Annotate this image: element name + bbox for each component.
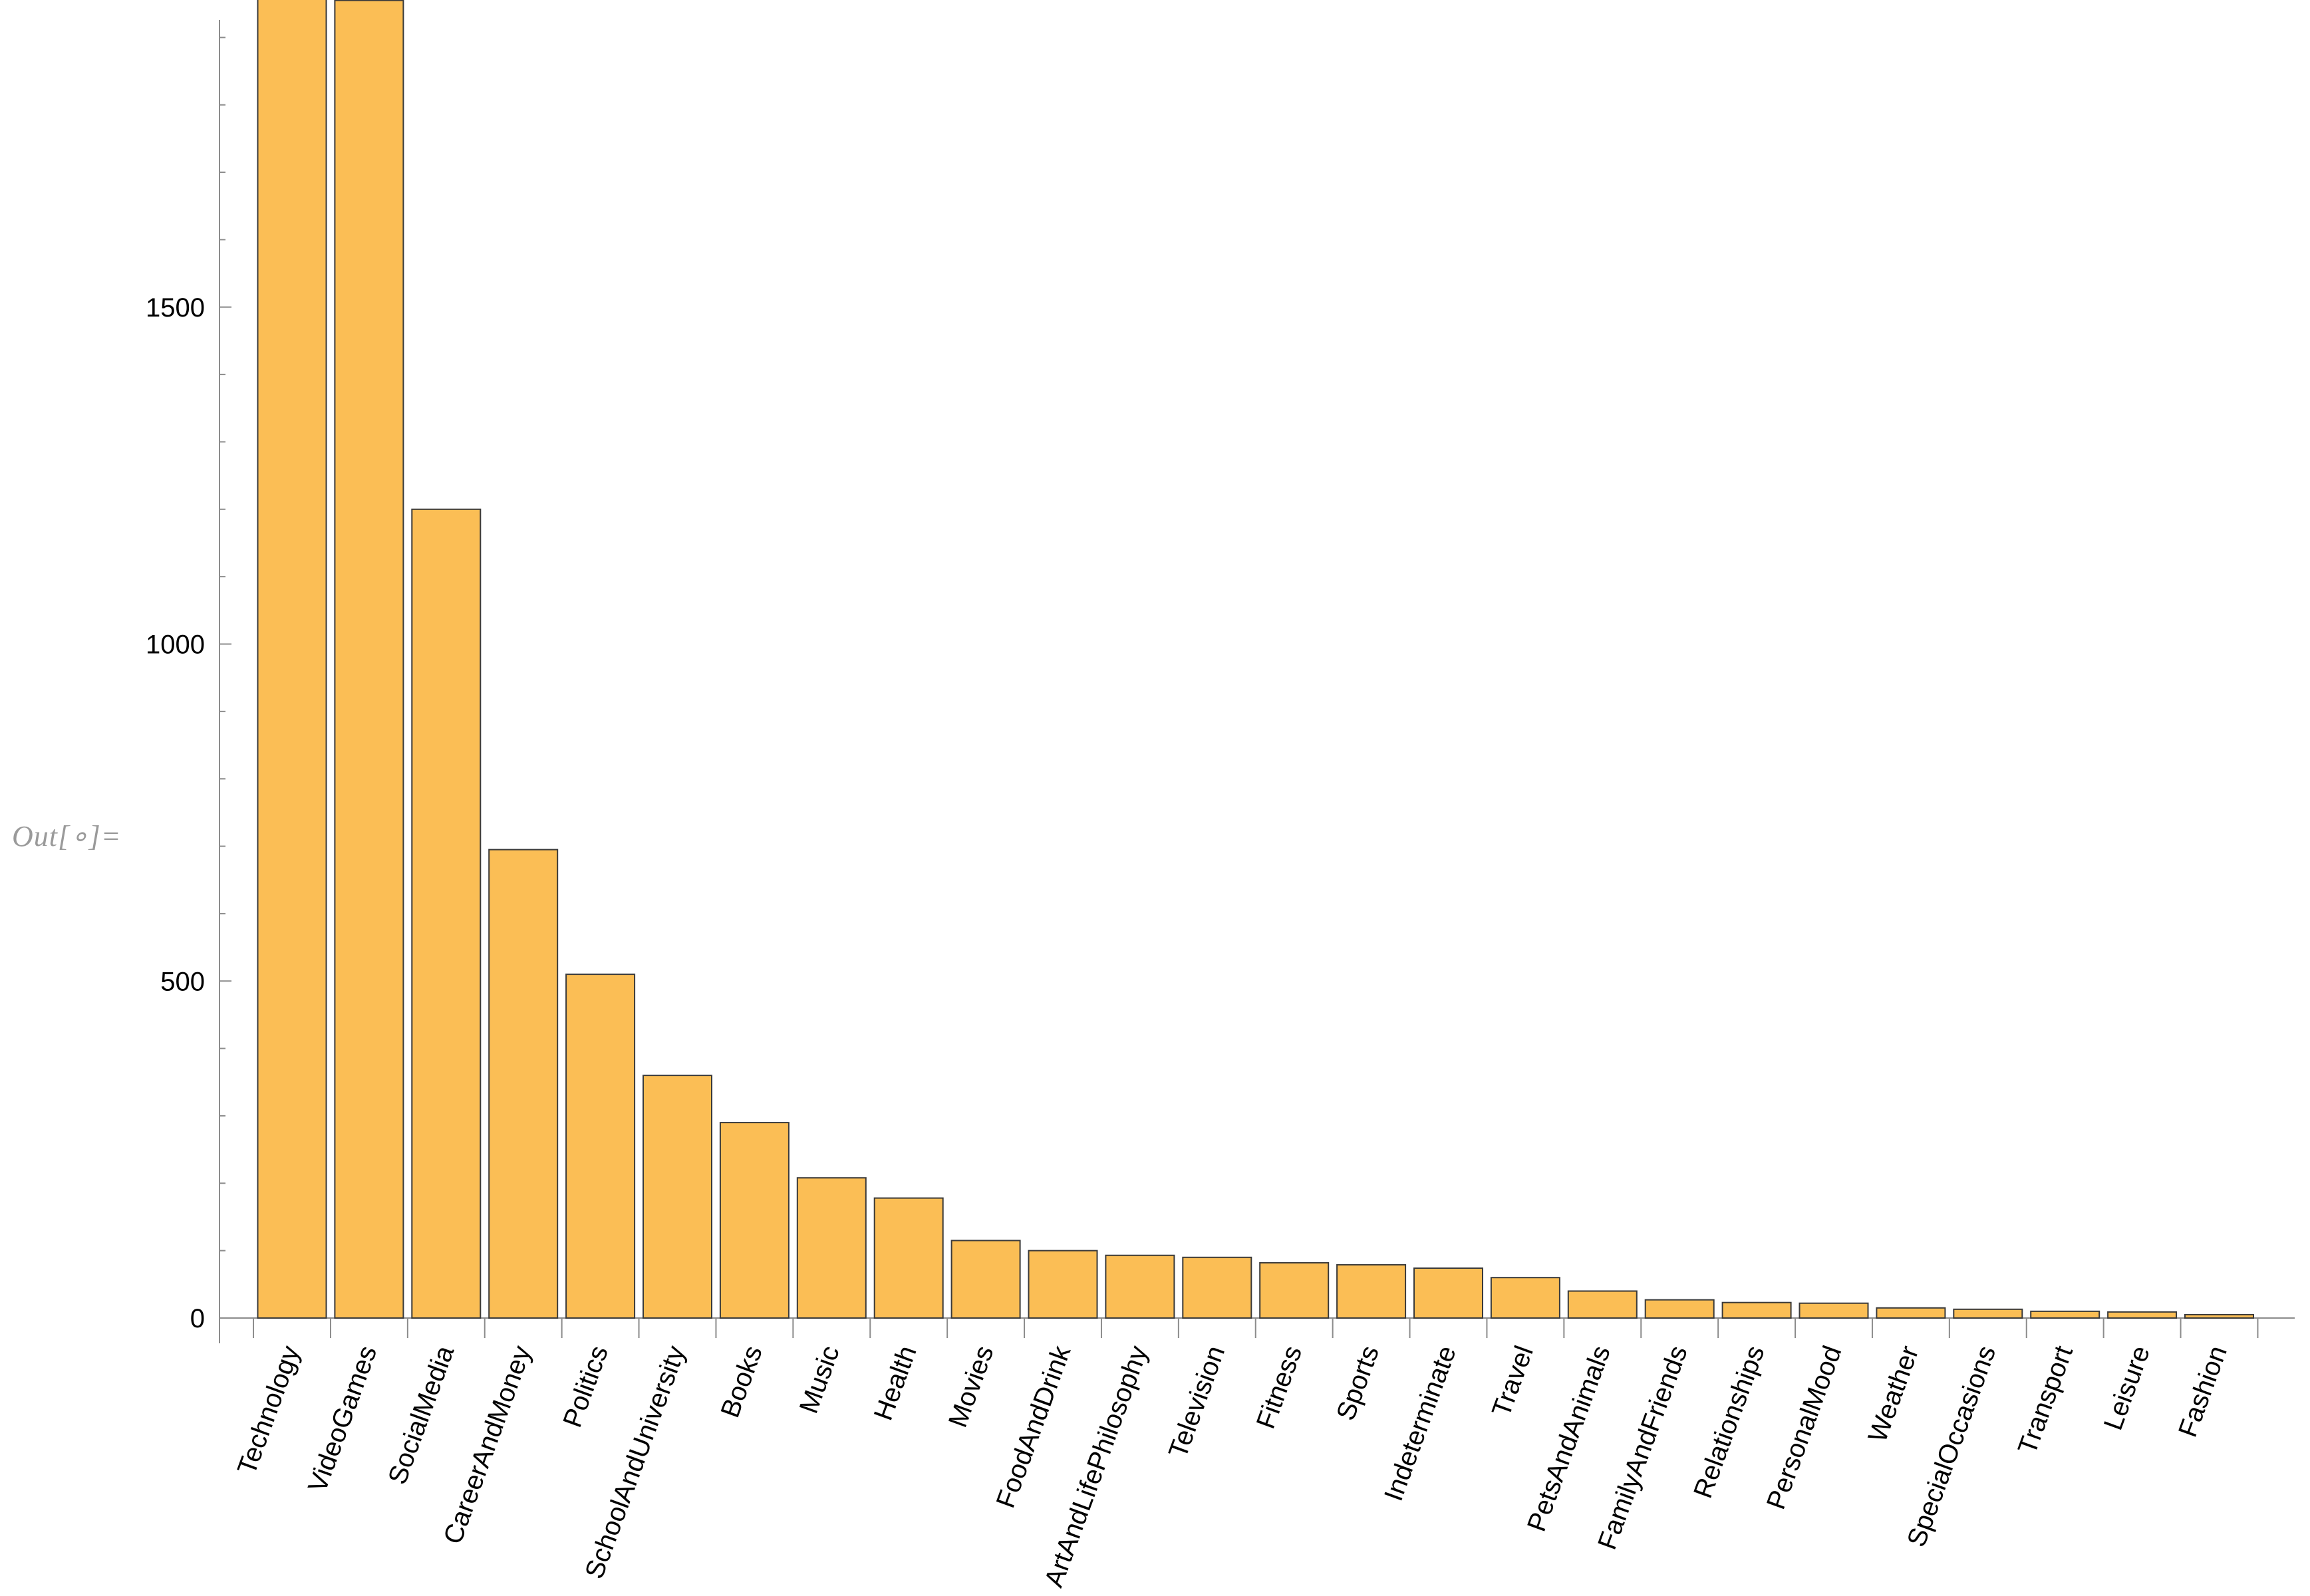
category-label: Fitness <box>1251 1342 1308 1432</box>
bar-politics <box>565 974 636 1319</box>
bar-music <box>796 1177 867 1319</box>
category-label: Books <box>715 1342 768 1422</box>
bar-petsandanimals <box>1567 1290 1638 1319</box>
category-label: Transport <box>2013 1342 2079 1458</box>
category-label: Fashion <box>2173 1342 2233 1441</box>
bar-television <box>1182 1256 1252 1319</box>
category-label: Television <box>1163 1342 1230 1462</box>
bar-health <box>873 1197 944 1319</box>
category-label: Relationships <box>1688 1342 1770 1502</box>
bar-movies <box>950 1240 1021 1319</box>
bar-technology <box>257 0 327 1319</box>
bar-foodanddrink <box>1028 1250 1098 1319</box>
category-label: Weather <box>1863 1342 1925 1446</box>
bar-specialoccasions <box>1953 1308 2023 1319</box>
category-label: CareerAndMoney <box>438 1342 537 1548</box>
category-label: SocialMedia <box>382 1341 460 1488</box>
bar-weather <box>1876 1307 1946 1319</box>
category-label: VideoGames <box>303 1342 382 1496</box>
category-label: Politics <box>557 1342 614 1431</box>
category-label: PersonalMood <box>1761 1342 1848 1513</box>
cell-output-label: Out[∘]= <box>12 820 122 853</box>
bar-books <box>719 1122 790 1319</box>
bar-videogames <box>334 0 404 1319</box>
bar-careerandmoney <box>488 849 559 1319</box>
category-label: FoodAndDrink <box>991 1341 1077 1512</box>
bar-artandlifephilosophy <box>1105 1254 1175 1319</box>
bar-transport <box>2030 1310 2100 1319</box>
bar-socialmedia <box>411 508 482 1319</box>
bar-schoolanduniversity <box>643 1075 712 1319</box>
bar-fashion <box>2184 1313 2254 1319</box>
y-axis: 0500100015002000250030003500 <box>146 20 231 1343</box>
bar-indeterminate <box>1413 1267 1483 1319</box>
category-label: Music <box>794 1342 845 1417</box>
y-tick-label: 1000 <box>146 630 205 660</box>
category-label: Movies <box>943 1342 1000 1431</box>
y-tick-label: 500 <box>160 967 205 996</box>
category-label: Sports <box>1331 1342 1385 1424</box>
category-label: Leisure <box>2098 1342 2156 1434</box>
category-label: Technology <box>232 1342 306 1478</box>
bar-leisure <box>2107 1311 2178 1319</box>
bar-familyandfriends <box>1644 1299 1715 1319</box>
category-label: PetsAndAnimals <box>1522 1342 1616 1535</box>
bars <box>257 0 2254 1319</box>
bar-relationships <box>1721 1301 1792 1319</box>
category-label: Travel <box>1487 1342 1539 1420</box>
category-label: Indeterminate <box>1379 1342 1462 1505</box>
bar-travel <box>1490 1277 1560 1319</box>
bar-fitness <box>1259 1262 1330 1319</box>
y-tick-label: 0 <box>190 1304 205 1333</box>
bar-personalmood <box>1799 1302 1869 1319</box>
category-label: Health <box>869 1342 923 1424</box>
x-axis <box>219 1317 2295 1338</box>
bar-sports <box>1336 1264 1407 1319</box>
y-tick-label: 1500 <box>146 293 205 323</box>
